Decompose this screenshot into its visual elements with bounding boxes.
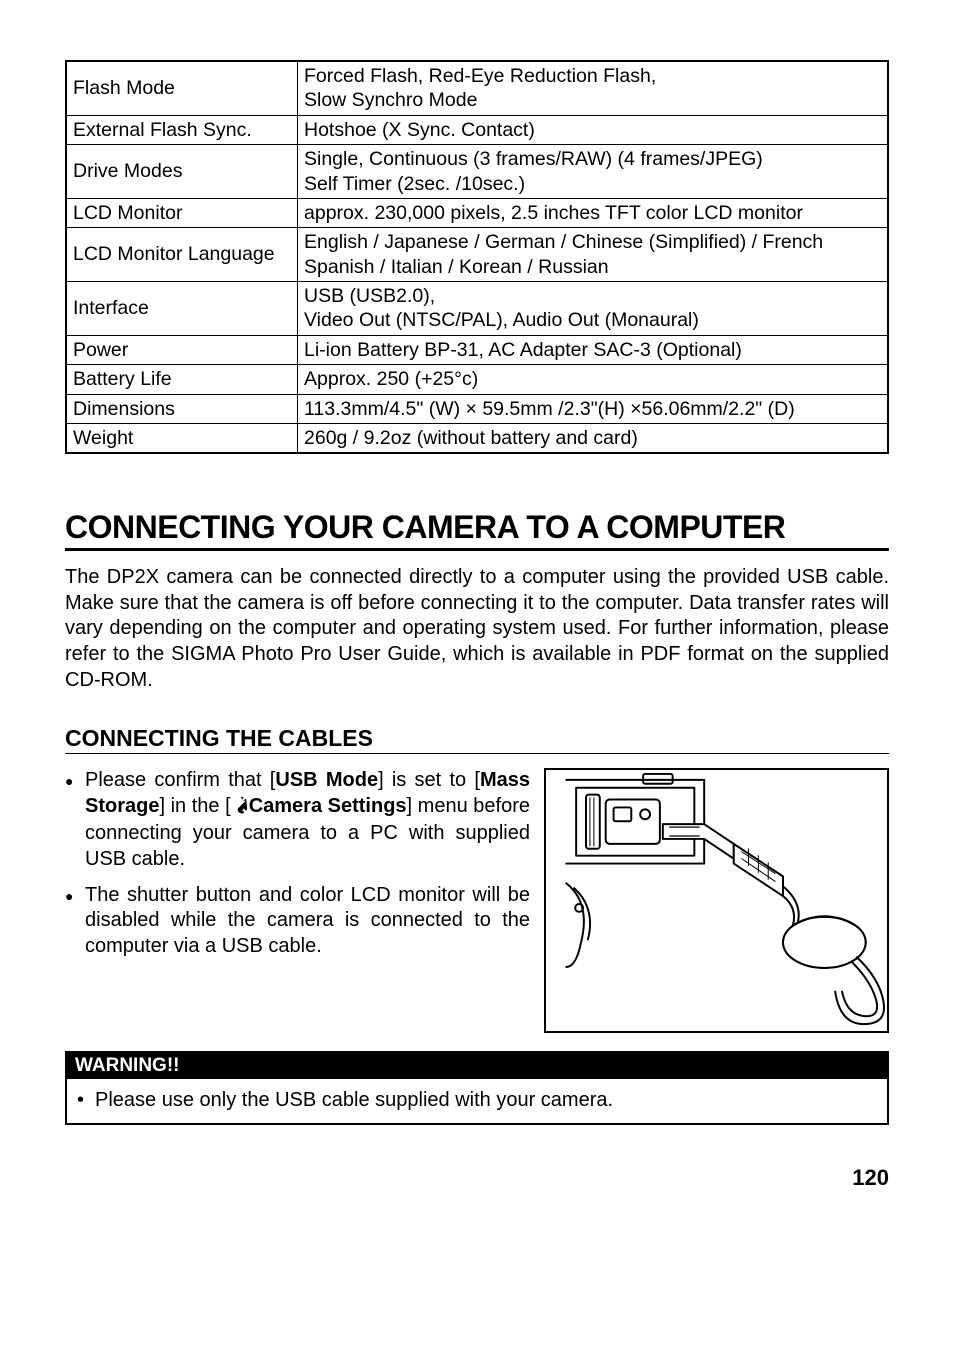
spec-value: 113.3mm/4.5" (W) × 59.5mm /2.3"(H) ×56.0… [298, 394, 889, 423]
spec-value: Forced Flash, Red-Eye Reduction Flash,Sl… [298, 61, 889, 115]
spec-label: LCD Monitor Language [66, 228, 298, 282]
page-number: 120 [65, 1165, 889, 1191]
spec-label: Interface [66, 282, 298, 336]
specifications-table: Flash ModeForced Flash, Red-Eye Reductio… [65, 60, 889, 454]
table-row: Battery LifeApprox. 250 (+25°c) [66, 365, 888, 394]
bullet-text: ] is set to [ [378, 769, 480, 791]
spec-label: Power [66, 335, 298, 364]
camera-settings-label: Camera Settings [249, 795, 407, 817]
bullet-text: Please confirm that [ [85, 769, 275, 791]
usb-mode-label: USB Mode [275, 769, 378, 791]
table-row: LCD Monitorapprox. 230,000 pixels, 2.5 i… [66, 198, 888, 227]
spec-label: Drive Modes [66, 145, 298, 199]
section-heading: CONNECTING YOUR CAMERA TO A COMPUTER [65, 509, 889, 551]
table-row: Flash ModeForced Flash, Red-Eye Reductio… [66, 61, 888, 115]
spec-value: Hotshoe (X Sync. Contact) [298, 115, 889, 144]
spec-value: 260g / 9.2oz (without battery and card) [298, 423, 889, 453]
intro-paragraph: The DP2X camera can be connected directl… [65, 565, 889, 693]
spec-value: Li-ion Battery BP-31, AC Adapter SAC-3 (… [298, 335, 889, 364]
wrench-icon [231, 796, 249, 822]
warning-box: WARNING!! Please use only the USB cable … [65, 1051, 889, 1125]
list-item: The shutter button and color LCD monitor… [65, 883, 530, 960]
spec-value: approx. 230,000 pixels, 2.5 inches TFT c… [298, 198, 889, 227]
table-row: Drive ModesSingle, Continuous (3 frames/… [66, 145, 888, 199]
spec-table-body: Flash ModeForced Flash, Red-Eye Reductio… [66, 61, 888, 453]
table-row: External Flash Sync.Hotshoe (X Sync. Con… [66, 115, 888, 144]
spec-value: Approx. 250 (+25°c) [298, 365, 889, 394]
table-row: PowerLi-ion Battery BP-31, AC Adapter SA… [66, 335, 888, 364]
table-row: LCD Monitor LanguageEnglish / Japanese /… [66, 228, 888, 282]
spec-label: Dimensions [66, 394, 298, 423]
spec-value: USB (USB2.0),Video Out (NTSC/PAL), Audio… [298, 282, 889, 336]
spec-value: Single, Continuous (3 frames/RAW) (4 fra… [298, 145, 889, 199]
spec-label: External Flash Sync. [66, 115, 298, 144]
warning-item: Please use only the USB cable supplied w… [77, 1087, 877, 1113]
table-row: Dimensions113.3mm/4.5" (W) × 59.5mm /2.3… [66, 394, 888, 423]
spec-label: LCD Monitor [66, 198, 298, 227]
bullet-text: ] in the [ [159, 795, 230, 817]
warning-header: WARNING!! [67, 1053, 887, 1079]
table-row: InterfaceUSB (USB2.0),Video Out (NTSC/PA… [66, 282, 888, 336]
bullet-list: Please confirm that [USB Mode] is set to… [65, 768, 530, 959]
warning-list: Please use only the USB cable supplied w… [77, 1087, 877, 1113]
spec-label: Battery Life [66, 365, 298, 394]
spec-value: English / Japanese / German / Chinese (S… [298, 228, 889, 282]
camera-usb-illustration [544, 768, 889, 1033]
table-row: Weight260g / 9.2oz (without battery and … [66, 423, 888, 453]
list-item: Please confirm that [USB Mode] is set to… [65, 768, 530, 872]
spec-label: Weight [66, 423, 298, 453]
sub-heading: CONNECTING THE CABLES [65, 725, 889, 754]
spec-label: Flash Mode [66, 61, 298, 115]
